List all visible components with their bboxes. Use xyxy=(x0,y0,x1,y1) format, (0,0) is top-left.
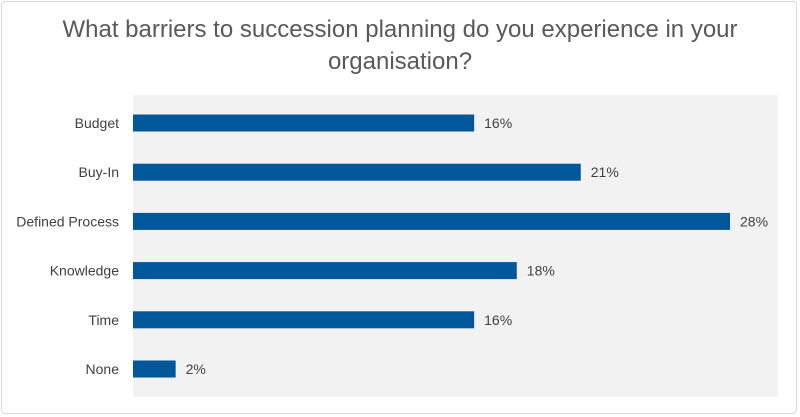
data-label: 18% xyxy=(527,263,555,279)
bar-defined-process xyxy=(133,212,730,230)
category-label: Budget xyxy=(75,115,119,131)
bar-budget xyxy=(133,114,475,132)
bar-time xyxy=(133,311,475,329)
chart-title: What barriers to succession planning do … xyxy=(62,16,738,75)
bar-knowledge xyxy=(133,262,517,280)
bar-buy-in xyxy=(133,163,581,181)
data-label: 2% xyxy=(186,361,206,377)
category-label: Buy-In xyxy=(79,164,119,180)
category-label: None xyxy=(86,361,120,377)
data-label: 16% xyxy=(484,312,512,328)
data-label: 16% xyxy=(484,115,512,131)
data-label: 21% xyxy=(591,164,619,180)
category-label: Knowledge xyxy=(50,263,119,279)
category-label: Defined Process xyxy=(16,213,119,229)
bar-none xyxy=(133,360,176,378)
category-label: Time xyxy=(88,312,119,328)
data-label: 28% xyxy=(740,213,768,229)
plot-area xyxy=(133,95,778,397)
